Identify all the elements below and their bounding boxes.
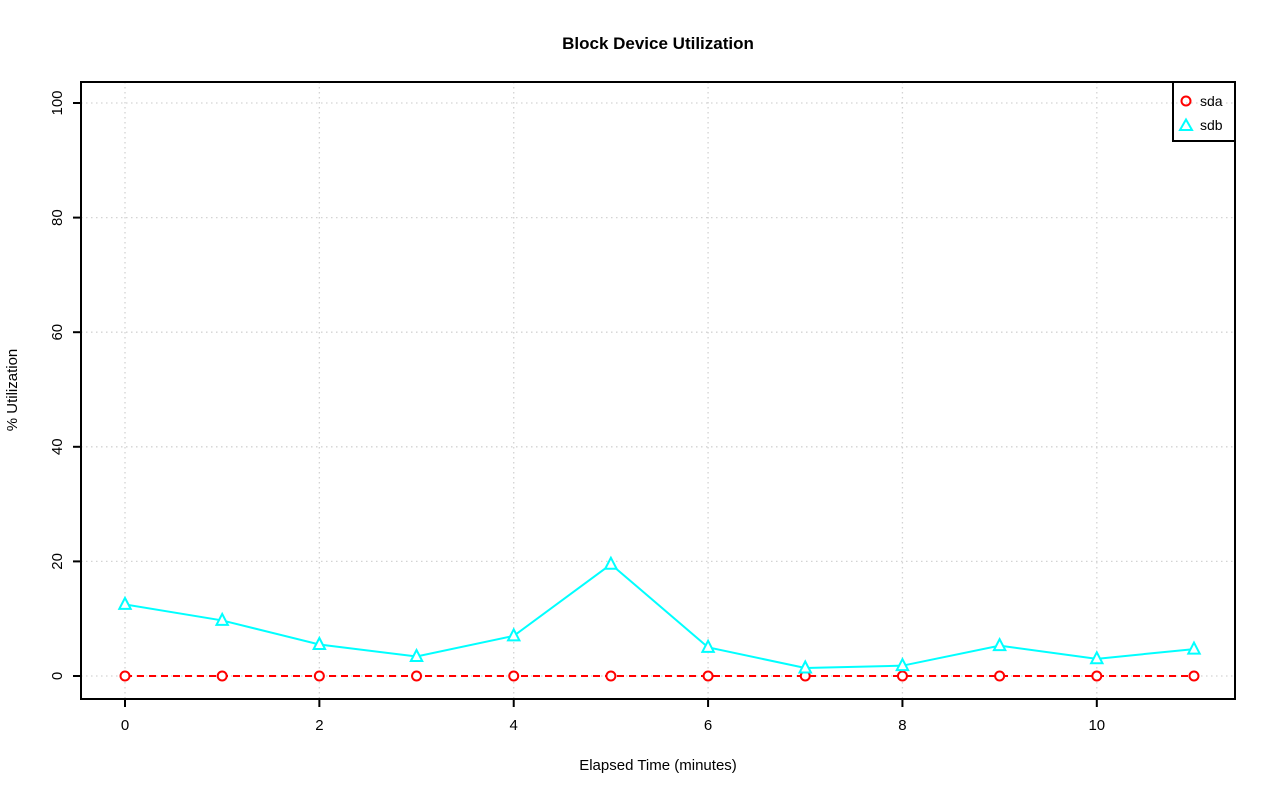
series-sdb-line (124, 562, 1195, 669)
chart-title: Block Device Utilization (562, 34, 754, 53)
x-tick-label: 0 (121, 717, 129, 734)
y-tick-label: 60 (49, 324, 66, 341)
legend-item-sda: sda (1180, 93, 1223, 109)
y-axis-label: % Utilization (4, 349, 21, 432)
grid-lines (81, 82, 1235, 699)
series-sda-point (411, 670, 423, 682)
legend: sda sdb (1172, 81, 1236, 142)
series-sdb-point (506, 627, 522, 642)
series-sdb-point (312, 635, 327, 650)
series-sdb-point (797, 659, 813, 674)
series-sda-point (508, 670, 520, 682)
legend-label-sdb: sdb (1200, 117, 1223, 133)
plot-area-border (80, 81, 1236, 700)
series-sda-point (994, 670, 1006, 682)
y-tick-label: 100 (49, 90, 66, 115)
series-sda-point (896, 670, 908, 682)
y-tick-label: 80 (49, 209, 66, 226)
series-sda-point (605, 670, 617, 682)
data-series (117, 555, 1202, 682)
sda-circle-marker-icon (1180, 95, 1192, 107)
series-sdb-point (700, 638, 716, 653)
series-sda-point (119, 670, 131, 682)
series-sdb-point (992, 636, 1007, 652)
series-sda-point (1188, 670, 1200, 682)
x-tick-label: 4 (510, 717, 518, 734)
series-sda-point (1091, 670, 1103, 682)
x-axis-label: Elapsed Time (minutes) (579, 757, 737, 774)
y-tick-label: 20 (49, 553, 66, 570)
series-sda-point (702, 670, 714, 682)
x-tick-label: 10 (1088, 717, 1105, 734)
x-tick-label: 2 (315, 717, 323, 734)
series-sdb-point (409, 647, 424, 663)
legend-border (1172, 81, 1236, 142)
series-sdb-point (1186, 640, 1202, 655)
series-sdb-point (603, 555, 619, 570)
series-sda-point (216, 670, 228, 682)
legend-item-sdb: sdb (1178, 117, 1223, 133)
series-sda-point (313, 670, 325, 682)
x-tick-label: 6 (704, 717, 712, 734)
series-sdb-point (214, 611, 230, 626)
x-tick-label: 8 (898, 717, 906, 734)
series-sdb-point (117, 595, 133, 610)
y-tick-label: 0 (49, 672, 66, 680)
series-sdb-point (1089, 650, 1105, 665)
sdb-triangle-marker-icon (1178, 117, 1194, 131)
y-tick-label: 40 (49, 438, 66, 455)
legend-label-sda: sda (1200, 93, 1223, 109)
series-sdb-point (895, 657, 910, 672)
